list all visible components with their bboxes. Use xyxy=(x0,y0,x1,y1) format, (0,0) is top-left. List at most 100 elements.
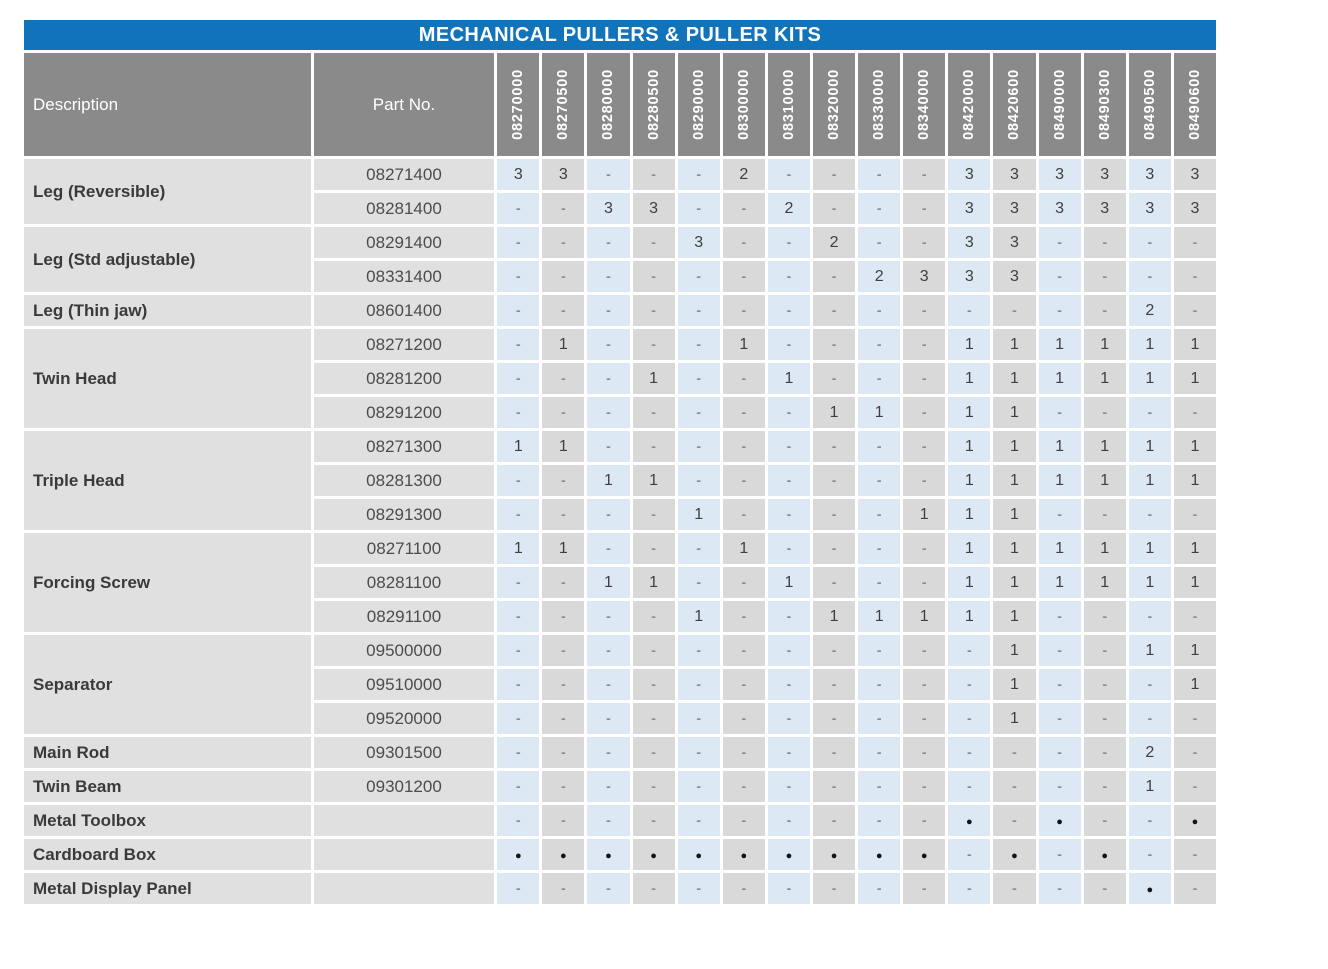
part-no-cell: 09301200 xyxy=(313,771,495,802)
quantity-cell: 3 xyxy=(1173,193,1216,224)
part-no-cell: 08291100 xyxy=(313,601,495,632)
kit-code-column-header: 08330000 xyxy=(858,53,901,156)
not-available-dash: - xyxy=(831,199,837,216)
not-available-dash: - xyxy=(831,573,837,590)
quantity-cell: - xyxy=(858,805,901,836)
not-available-dash: - xyxy=(921,369,927,386)
not-available-dash: - xyxy=(561,573,566,590)
quantity-value: 1 xyxy=(1010,573,1019,591)
not-available-dash: - xyxy=(651,607,656,624)
not-available-dash: - xyxy=(561,811,566,828)
quantity-value: 1 xyxy=(964,437,974,455)
not-available-dash: - xyxy=(515,505,521,522)
quantity-cell: - xyxy=(858,669,901,700)
not-available-dash: - xyxy=(1012,301,1017,318)
quantity-cell: ● xyxy=(497,839,540,870)
not-available-dash: - xyxy=(515,335,521,352)
quantity-value: 3 xyxy=(1055,165,1065,183)
quantity-cell: - xyxy=(1173,873,1216,904)
not-available-dash: - xyxy=(515,573,521,590)
quantity-cell: 3 xyxy=(948,261,991,292)
not-available-dash: - xyxy=(786,539,792,556)
kit-code-column-header: 08310000 xyxy=(767,53,810,156)
quantity-value: 1 xyxy=(1100,437,1110,455)
not-available-dash: - xyxy=(696,403,702,420)
quantity-cell: 1 xyxy=(993,499,1036,530)
not-available-dash: - xyxy=(606,335,611,352)
quantity-cell: 1 xyxy=(632,567,675,598)
not-available-dash: - xyxy=(515,403,521,420)
quantity-cell: - xyxy=(858,771,901,802)
not-available-dash: - xyxy=(651,641,656,658)
not-available-dash: - xyxy=(1057,233,1062,250)
quantity-value: 1 xyxy=(964,335,974,353)
not-available-dash: - xyxy=(696,267,702,284)
quantity-cell: - xyxy=(1173,703,1216,734)
quantity-cell: 2 xyxy=(722,159,765,190)
not-available-dash: - xyxy=(651,165,656,182)
description-cell: Main Rod xyxy=(24,737,311,768)
not-available-dash: - xyxy=(1102,233,1108,250)
not-available-dash: - xyxy=(515,709,521,726)
quantity-cell: - xyxy=(1083,805,1126,836)
quantity-cell: - xyxy=(1083,295,1126,326)
quantity-cell: - xyxy=(497,669,540,700)
table-row: 08291300 - - - - 1 - - - - 1 1 1 - - - - xyxy=(24,499,1216,530)
not-available-dash: - xyxy=(876,709,882,726)
quantity-cell: 1 xyxy=(812,397,856,428)
quantity-value: 1 xyxy=(1145,539,1155,557)
part-no-cell xyxy=(313,873,495,904)
quantity-cell: 3 xyxy=(1038,193,1081,224)
quantity-cell: ● xyxy=(1173,805,1216,836)
not-available-dash: - xyxy=(831,335,837,352)
quantity-cell: - xyxy=(858,567,901,598)
not-available-dash: - xyxy=(921,233,927,250)
quantity-cell: - xyxy=(903,533,946,564)
quantity-cell: 3 xyxy=(677,227,720,258)
not-available-dash: - xyxy=(515,267,521,284)
not-available-dash: - xyxy=(651,539,656,556)
quantity-cell: - xyxy=(587,771,630,802)
not-available-dash: - xyxy=(921,471,927,488)
kit-code-label: 08330000 xyxy=(871,69,888,140)
not-available-dash: - xyxy=(561,777,566,794)
quantity-value: 1 xyxy=(919,505,929,523)
not-available-dash: - xyxy=(741,879,747,896)
quantity-cell: - xyxy=(903,771,946,802)
part-no-cell: 08271100 xyxy=(313,533,495,564)
part-no-cell xyxy=(313,839,495,870)
quantity-cell: 1 xyxy=(677,601,720,632)
quantity-cell: - xyxy=(812,363,856,394)
quantity-cell: - xyxy=(677,533,720,564)
quantity-cell: 1 xyxy=(993,703,1036,734)
not-available-dash: - xyxy=(606,641,611,658)
part-no-cell: 09500000 xyxy=(313,635,495,666)
quantity-cell: 1 xyxy=(587,465,630,496)
quantity-value: 2 xyxy=(1145,301,1155,319)
quantity-cell: - xyxy=(542,805,585,836)
quantity-cell: - xyxy=(722,873,765,904)
quantity-cell: - xyxy=(1173,499,1216,530)
quantity-cell: 1 xyxy=(948,363,991,394)
quantity-cell: - xyxy=(767,533,810,564)
kit-code-label: 08420000 xyxy=(961,69,978,140)
not-available-dash: - xyxy=(876,233,882,250)
quantity-cell: - xyxy=(767,669,810,700)
not-available-dash: - xyxy=(561,743,566,760)
quantity-value: 1 xyxy=(1010,607,1019,625)
not-available-dash: - xyxy=(786,165,792,182)
quantity-value: 1 xyxy=(558,335,568,353)
quantity-cell: - xyxy=(903,873,946,904)
quantity-cell: 1 xyxy=(542,533,585,564)
quantity-cell: - xyxy=(1038,873,1081,904)
quantity-cell: - xyxy=(767,737,810,768)
quantity-cell: - xyxy=(677,635,720,666)
not-available-dash: - xyxy=(786,675,792,692)
not-available-dash: - xyxy=(921,709,927,726)
quantity-cell: - xyxy=(1038,261,1081,292)
quantity-cell: - xyxy=(1038,635,1081,666)
not-available-dash: - xyxy=(876,301,882,318)
quantity-value: 1 xyxy=(1100,471,1110,489)
quantity-cell: 3 xyxy=(1038,159,1081,190)
quantity-cell: - xyxy=(903,329,946,360)
